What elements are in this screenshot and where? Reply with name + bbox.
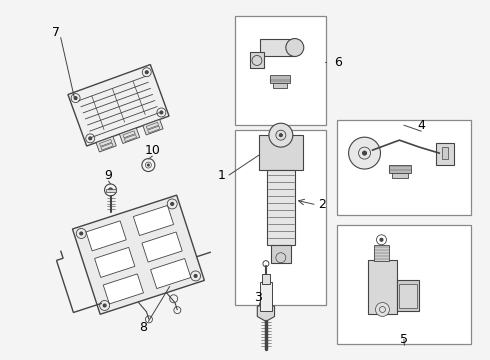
Circle shape bbox=[380, 238, 383, 241]
Text: 10: 10 bbox=[145, 144, 160, 157]
Text: 2: 2 bbox=[318, 198, 326, 211]
Text: 8: 8 bbox=[139, 321, 147, 334]
Text: 9: 9 bbox=[104, 168, 113, 181]
Text: 4: 4 bbox=[417, 119, 425, 132]
Bar bbox=[235, 130, 326, 305]
Polygon shape bbox=[92, 84, 146, 126]
Bar bbox=[262, 274, 270, 284]
Bar bbox=[399, 284, 417, 307]
Circle shape bbox=[103, 304, 106, 307]
Polygon shape bbox=[86, 221, 126, 251]
Text: 5: 5 bbox=[400, 333, 408, 346]
Circle shape bbox=[147, 164, 149, 166]
Bar bbox=[271, 245, 291, 263]
Bar bbox=[270, 75, 290, 84]
Text: 1: 1 bbox=[218, 168, 226, 181]
Bar bbox=[392, 173, 408, 178]
Circle shape bbox=[74, 96, 77, 100]
Bar bbox=[337, 120, 471, 215]
Circle shape bbox=[171, 202, 173, 206]
Bar bbox=[390, 165, 412, 173]
Circle shape bbox=[363, 151, 367, 155]
Polygon shape bbox=[142, 232, 182, 262]
Bar bbox=[105, 189, 116, 192]
Polygon shape bbox=[95, 247, 135, 278]
Bar bbox=[267, 170, 295, 245]
Bar bbox=[250, 53, 264, 68]
Bar bbox=[260, 282, 272, 311]
Polygon shape bbox=[68, 64, 169, 146]
Bar bbox=[436, 143, 454, 165]
Polygon shape bbox=[103, 274, 144, 304]
Text: 7: 7 bbox=[52, 26, 60, 39]
Circle shape bbox=[194, 274, 197, 278]
Bar bbox=[442, 147, 448, 159]
Circle shape bbox=[286, 39, 304, 57]
Bar bbox=[397, 280, 419, 311]
Polygon shape bbox=[150, 258, 191, 289]
Bar bbox=[235, 15, 326, 125]
Polygon shape bbox=[120, 128, 140, 143]
Bar bbox=[259, 135, 303, 170]
Bar bbox=[273, 84, 287, 88]
Polygon shape bbox=[73, 195, 204, 314]
Circle shape bbox=[145, 71, 148, 74]
Polygon shape bbox=[96, 136, 116, 152]
Circle shape bbox=[108, 188, 113, 192]
Circle shape bbox=[348, 137, 380, 169]
Polygon shape bbox=[143, 120, 163, 135]
Circle shape bbox=[375, 302, 390, 316]
Circle shape bbox=[80, 232, 83, 235]
Bar bbox=[337, 225, 471, 345]
Circle shape bbox=[269, 123, 293, 147]
Circle shape bbox=[160, 111, 163, 114]
Text: 3: 3 bbox=[254, 291, 262, 304]
Text: 6: 6 bbox=[334, 56, 342, 69]
Circle shape bbox=[279, 134, 282, 137]
Circle shape bbox=[89, 137, 92, 140]
Bar bbox=[368, 260, 397, 315]
Bar bbox=[374, 245, 390, 261]
Polygon shape bbox=[133, 206, 173, 235]
Bar bbox=[260, 39, 295, 57]
Polygon shape bbox=[257, 302, 274, 321]
